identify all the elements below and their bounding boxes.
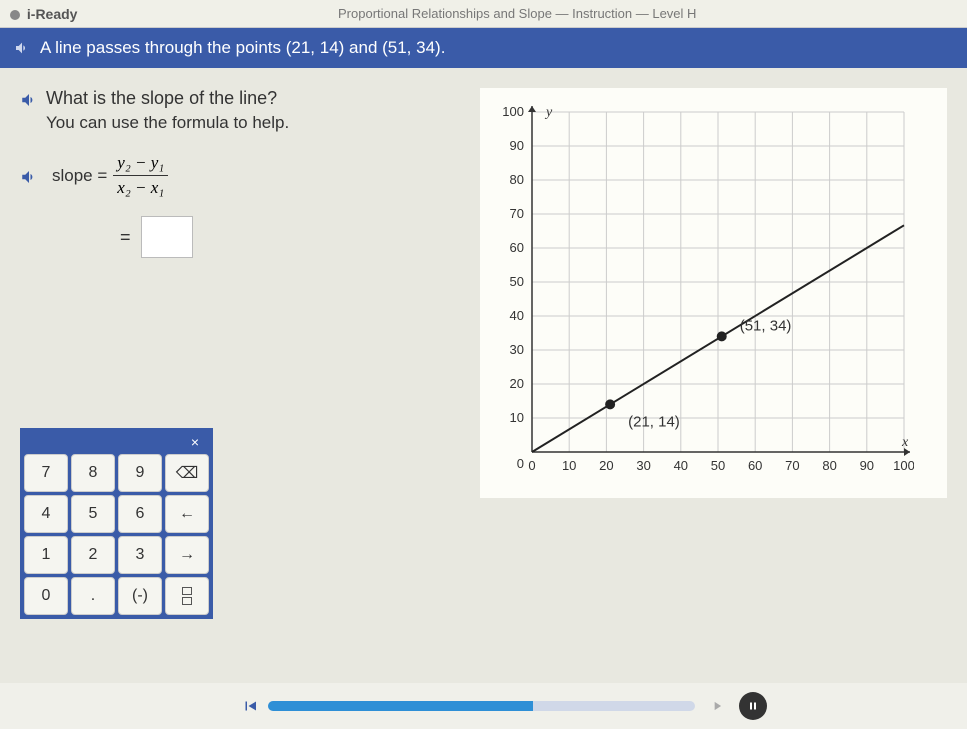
formula-row: slope = y₂ − y₁ x₂ − x₁ bbox=[20, 153, 460, 198]
speaker-icon[interactable] bbox=[20, 168, 38, 186]
svg-text:y: y bbox=[544, 105, 553, 120]
prev-button[interactable] bbox=[240, 696, 260, 716]
key-5[interactable]: 5 bbox=[71, 495, 115, 533]
svg-text:80: 80 bbox=[510, 172, 524, 187]
svg-text:10: 10 bbox=[562, 458, 576, 473]
key-8[interactable]: 8 bbox=[71, 454, 115, 492]
answer-row: = bbox=[120, 216, 460, 258]
breadcrumb: Proportional Relationships and Slope — I… bbox=[77, 6, 957, 21]
brand-text: i-Ready bbox=[27, 6, 78, 22]
formula-numerator: y₂ − y₁ bbox=[113, 153, 168, 176]
keypad-close-button[interactable]: × bbox=[187, 434, 203, 450]
svg-text:0: 0 bbox=[517, 456, 524, 471]
svg-text:10: 10 bbox=[510, 410, 524, 425]
key-7[interactable]: 7 bbox=[24, 454, 68, 492]
svg-text:20: 20 bbox=[510, 376, 524, 391]
slope-formula-fraction: y₂ − y₁ x₂ − x₁ bbox=[113, 153, 168, 198]
key-0[interactable]: 0 bbox=[24, 577, 68, 615]
key-2[interactable]: 2 bbox=[71, 536, 115, 574]
question-text: What is the slope of the line? bbox=[46, 88, 277, 109]
left-column: What is the slope of the line? You can u… bbox=[20, 88, 460, 498]
speaker-icon[interactable] bbox=[20, 91, 38, 109]
key-right[interactable]: → bbox=[165, 536, 209, 574]
next-button[interactable] bbox=[703, 692, 731, 720]
key-dot[interactable]: . bbox=[71, 577, 115, 615]
answer-input[interactable] bbox=[141, 216, 193, 258]
svg-text:90: 90 bbox=[860, 458, 874, 473]
svg-text:30: 30 bbox=[510, 342, 524, 357]
key-fraction[interactable] bbox=[165, 577, 209, 615]
key-6[interactable]: 6 bbox=[118, 495, 162, 533]
svg-text:20: 20 bbox=[599, 458, 613, 473]
content: What is the slope of the line? You can u… bbox=[0, 68, 967, 498]
svg-text:50: 50 bbox=[711, 458, 725, 473]
help-text: You can use the formula to help. bbox=[46, 113, 460, 133]
svg-text:(51, 34): (51, 34) bbox=[740, 317, 792, 334]
svg-text:70: 70 bbox=[510, 206, 524, 221]
equals-sign: = bbox=[120, 227, 131, 248]
svg-text:90: 90 bbox=[510, 138, 524, 153]
chart-wrap: 0 10 20 30 40 50 60 70 80 90 100 10 20 30 40 50 60 70 80 90… bbox=[480, 88, 947, 498]
svg-text:40: 40 bbox=[510, 308, 524, 323]
svg-text:30: 30 bbox=[636, 458, 650, 473]
banner-text: A line passes through the points (21, 14… bbox=[40, 38, 445, 58]
key-backspace[interactable]: ⌫ bbox=[165, 454, 209, 492]
key-1[interactable]: 1 bbox=[24, 536, 68, 574]
svg-text:100: 100 bbox=[893, 458, 914, 473]
formula-label: slope = bbox=[52, 166, 107, 186]
svg-text:80: 80 bbox=[822, 458, 836, 473]
svg-text:60: 60 bbox=[748, 458, 762, 473]
key-9[interactable]: 9 bbox=[118, 454, 162, 492]
svg-text:0: 0 bbox=[528, 458, 535, 473]
brand: i-Ready bbox=[10, 6, 77, 22]
svg-text:40: 40 bbox=[674, 458, 688, 473]
footer bbox=[0, 683, 967, 729]
keypad: × 789⌫ 456← 123→ 0.(-) bbox=[20, 428, 213, 619]
formula-denominator: x₂ − x₁ bbox=[113, 176, 168, 198]
key-left[interactable]: ← bbox=[165, 495, 209, 533]
svg-text:70: 70 bbox=[785, 458, 799, 473]
svg-text:100: 100 bbox=[502, 104, 524, 119]
question-row: What is the slope of the line? bbox=[20, 88, 460, 109]
svg-text:60: 60 bbox=[510, 240, 524, 255]
right-column: 0 10 20 30 40 50 60 70 80 90 100 10 20 30 40 50 60 70 80 90… bbox=[480, 88, 947, 498]
key-neg[interactable]: (-) bbox=[118, 577, 162, 615]
brand-dot-icon bbox=[10, 10, 20, 20]
instruction-banner: A line passes through the points (21, 14… bbox=[0, 28, 967, 68]
svg-text:50: 50 bbox=[510, 274, 524, 289]
header-top: i-Ready Proportional Relationships and S… bbox=[0, 0, 967, 28]
pause-button[interactable] bbox=[739, 692, 767, 720]
progress-bar[interactable] bbox=[268, 701, 695, 711]
svg-text:x: x bbox=[901, 435, 909, 450]
key-4[interactable]: 4 bbox=[24, 495, 68, 533]
svg-text:(21, 14): (21, 14) bbox=[628, 413, 680, 430]
speaker-icon[interactable] bbox=[14, 40, 30, 56]
slope-chart: 0 10 20 30 40 50 60 70 80 90 100 10 20 30 40 50 60 70 80 90… bbox=[484, 98, 914, 488]
key-3[interactable]: 3 bbox=[118, 536, 162, 574]
